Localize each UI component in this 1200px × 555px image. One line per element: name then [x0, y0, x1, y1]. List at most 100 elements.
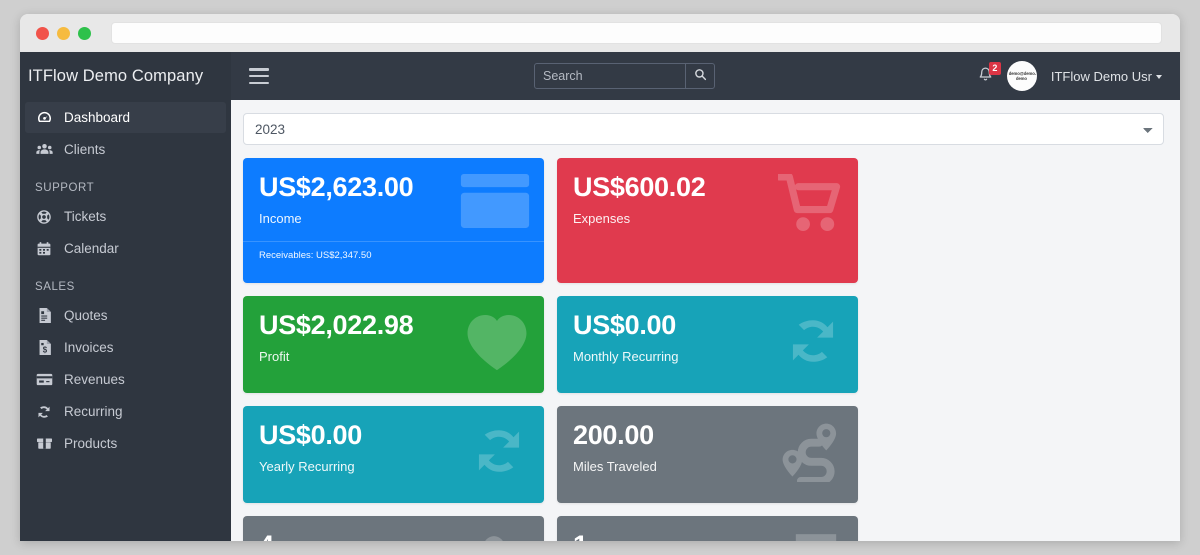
stat-card-body: US$0.00 Yearly Recurring [243, 406, 544, 489]
stat-card-value: US$2,623.00 [259, 172, 414, 202]
window-controls [32, 26, 91, 40]
application-viewport: ITFlow Demo Company Dashboard [20, 52, 1180, 541]
recurring-icon [35, 403, 53, 421]
stat-card[interactable]: US$600.02 Expenses [557, 158, 858, 283]
sidebar-item-dashboard[interactable]: Dashboard [25, 102, 226, 133]
products-icon [35, 435, 53, 453]
avatar-line-1: demo@demo. [1008, 70, 1036, 76]
stat-card[interactable]: 200.00 Miles Traveled [557, 406, 858, 503]
stat-card-body: 1New Vendors [557, 516, 858, 541]
sidebar-section-sales: SALES [35, 281, 75, 293]
sidebar-nav: Dashboard Clients [20, 100, 231, 459]
stat-card[interactable]: US$0.00 Monthly Recurring [557, 296, 858, 393]
stat-card-value: US$0.00 [573, 310, 676, 340]
minimize-window-button[interactable] [57, 26, 70, 40]
sidebar-item-invoices[interactable]: $ Invoices [25, 332, 226, 363]
sidebar-item-recurring[interactable]: Recurring [25, 396, 226, 427]
sidebar-item-calendar[interactable]: Calendar [25, 233, 226, 264]
stat-card[interactable]: US$2,623.00 Income Receivables: US$2,347.5… [243, 158, 544, 283]
sidebar-item-label: Clients [64, 142, 106, 157]
topbar-right-group: 2 demo@demo. demo ITFlow Demo Usr [978, 61, 1166, 91]
search-box [534, 63, 715, 89]
hamburger-icon[interactable] [249, 68, 269, 84]
browser-chrome-bar [20, 14, 1180, 52]
sidebar-item-products[interactable]: Products [25, 428, 226, 459]
topbar: 2 demo@demo. demo ITFlow Demo Usr [231, 52, 1180, 100]
stat-card-body: US$600.02 Expenses [557, 158, 858, 241]
shopping-cart-icon [778, 174, 844, 232]
sync-icon [468, 422, 530, 480]
sidebar: ITFlow Demo Company Dashboard [20, 52, 231, 541]
browser-window: ITFlow Demo Company Dashboard [20, 14, 1180, 541]
notification-count-badge: 2 [988, 61, 1001, 75]
sidebar-item-label: Tickets [64, 209, 107, 224]
dashboard-icon [35, 109, 53, 127]
heart-icon [464, 312, 530, 372]
stat-card-label: Miles Traveled [573, 459, 657, 475]
year-filter-select[interactable]: 2023 [243, 113, 1164, 145]
stat-card[interactable]: US$0.00 Yearly Recurring [243, 406, 544, 503]
stat-card-body: 4New Clients [243, 516, 544, 541]
close-window-button[interactable] [36, 26, 49, 40]
sidebar-item-tickets[interactable]: Tickets [25, 201, 226, 232]
stat-card-label: Profit [259, 349, 290, 365]
stat-card-value: US$0.00 [259, 420, 362, 450]
stat-card-label: Income [259, 211, 302, 227]
tickets-icon [35, 208, 53, 226]
sidebar-section-support: SUPPORT [35, 182, 95, 194]
sidebar-item-clients[interactable]: Clients [25, 134, 226, 165]
url-bar[interactable] [111, 22, 1162, 44]
bell-icon [978, 66, 993, 87]
stat-card[interactable]: US$2,022.98 Profit [243, 296, 544, 393]
sidebar-brand[interactable]: ITFlow Demo Company [28, 66, 204, 85]
stat-card-body: 200.00 Miles Traveled [557, 406, 858, 489]
stat-card-value: 1 [573, 530, 842, 541]
search-button[interactable] [685, 64, 714, 88]
search-input[interactable] [535, 64, 685, 88]
building-icon [788, 532, 844, 541]
avatar-line-2: demo [1016, 75, 1028, 82]
chevron-down-icon [1156, 75, 1162, 80]
sidebar-item-label: Quotes [64, 308, 108, 323]
stat-card-value: US$600.02 [573, 172, 706, 202]
invoices-icon: $ [35, 339, 53, 357]
sidebar-item-label: Revenues [64, 372, 125, 387]
stat-card-body: US$0.00 Monthly Recurring [557, 296, 858, 379]
sync-icon [782, 312, 844, 370]
clients-icon [35, 141, 53, 159]
stat-card-label: Yearly Recurring [259, 459, 355, 475]
user-menu[interactable]: ITFlow Demo Usr [1051, 69, 1162, 84]
sidebar-item-label: Recurring [64, 404, 123, 419]
user-menu-label: ITFlow Demo Usr [1050, 68, 1152, 84]
stat-card-value: 4 [259, 530, 528, 541]
sidebar-item-revenues[interactable]: Revenues [25, 364, 226, 395]
sidebar-item-label: Products [64, 436, 118, 451]
quotes-icon [35, 307, 53, 325]
stat-card-label: Expenses [573, 211, 631, 227]
notifications-button[interactable]: 2 [978, 61, 1001, 87]
stat-card-value: 200.00 [573, 420, 654, 450]
stat-card-grid: US$2,623.00 Income Receivables: US$2,347.5… [243, 158, 1164, 541]
stat-card-body: US$2,623.00 Income [243, 158, 544, 241]
stat-card-label: Monthly Recurring [573, 349, 679, 365]
search-icon [694, 68, 707, 84]
users-icon [458, 532, 530, 541]
avatar[interactable]: demo@demo. demo [1006, 61, 1037, 91]
credit-card-icon [460, 174, 530, 228]
stat-card[interactable]: 1New Vendors [557, 516, 858, 541]
sidebar-item-label: Invoices [64, 340, 114, 355]
stat-card-footer: Receivables: US$2,347.50 [243, 241, 544, 270]
stat-card-value: US$2,022.98 [259, 310, 414, 340]
dashboard-content: 2023 US$2,623.00 Income Receivables: US$2,… [231, 100, 1180, 541]
calendar-icon [35, 240, 53, 258]
main-column: 2 demo@demo. demo ITFlow Demo Usr 2023 [231, 52, 1180, 541]
maximize-window-button[interactable] [78, 26, 91, 40]
stat-card-body: US$2,022.98 Profit [243, 296, 544, 379]
sidebar-item-label: Calendar [64, 241, 119, 256]
stat-card[interactable]: 4New Clients [243, 516, 544, 541]
sidebar-item-label: Dashboard [64, 110, 131, 125]
route-icon [778, 422, 844, 482]
revenues-icon [35, 371, 53, 389]
sidebar-item-quotes[interactable]: Quotes [25, 300, 226, 331]
svg-text:$: $ [42, 346, 47, 355]
